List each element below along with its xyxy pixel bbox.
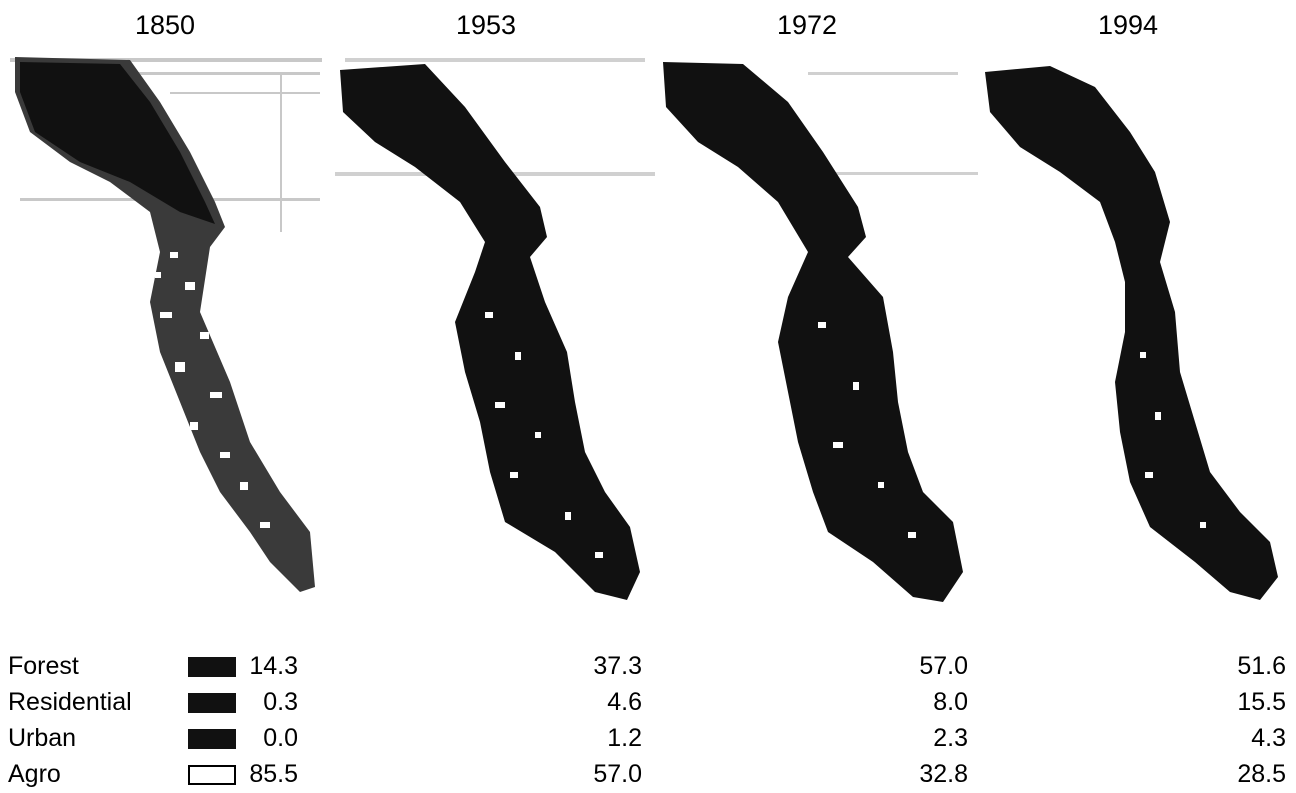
value-residential-1972: 8.0: [933, 688, 968, 716]
legend-swatch-residential: [188, 693, 236, 713]
map-1972-background-texture: [778, 72, 978, 175]
value-agro-1994: 28.5: [1237, 760, 1286, 788]
legend-label-residential: Residential: [8, 688, 132, 716]
value-residential-1850: 0.3: [263, 688, 298, 716]
map-1994: [985, 66, 1278, 600]
region-speckle-1850: [155, 252, 270, 528]
value-agro-1972: 32.8: [919, 760, 968, 788]
legend-swatch-urban: [188, 729, 236, 749]
value-residential-1994: 15.5: [1237, 688, 1286, 716]
value-agro-1953: 57.0: [593, 760, 642, 788]
value-urban-1953: 1.2: [607, 724, 642, 752]
region-speckle-1972: [818, 322, 916, 538]
map-1953: [335, 58, 655, 600]
value-urban-1994: 4.3: [1251, 724, 1286, 752]
region-shape-1953: [340, 64, 640, 600]
value-forest-1850: 14.3: [249, 652, 298, 680]
region-speckle-1994: [1140, 352, 1206, 528]
year-heading-1972: 1972: [776, 10, 838, 40]
region-shape-1972: [663, 62, 963, 602]
legend-label-forest: Forest: [8, 652, 79, 680]
value-agro-1850: 85.5: [249, 760, 298, 788]
region-shape-1850: [15, 57, 315, 592]
value-forest-1953: 37.3: [593, 652, 642, 680]
legend-label-agro: Agro: [8, 760, 61, 788]
value-residential-1953: 4.6: [607, 688, 642, 716]
value-urban-1850: 0.0: [263, 724, 298, 752]
map-1972: [663, 62, 978, 602]
legend-swatch-forest: [188, 657, 236, 677]
map-1850: [10, 57, 322, 592]
region-shape-1994: [985, 66, 1278, 600]
legend-label-urban: Urban: [8, 724, 77, 752]
region-fill-1850: [20, 62, 215, 224]
year-heading-1953: 1953: [455, 10, 517, 40]
value-forest-1972: 57.0: [919, 652, 968, 680]
value-urban-1972: 2.3: [933, 724, 968, 752]
year-heading-1850: 1850: [134, 10, 196, 40]
region-speckle-1953: [485, 312, 603, 558]
year-heading-1994: 1994: [1097, 10, 1159, 40]
legend-swatch-agro: [188, 765, 236, 785]
value-forest-1994: 51.6: [1237, 652, 1286, 680]
